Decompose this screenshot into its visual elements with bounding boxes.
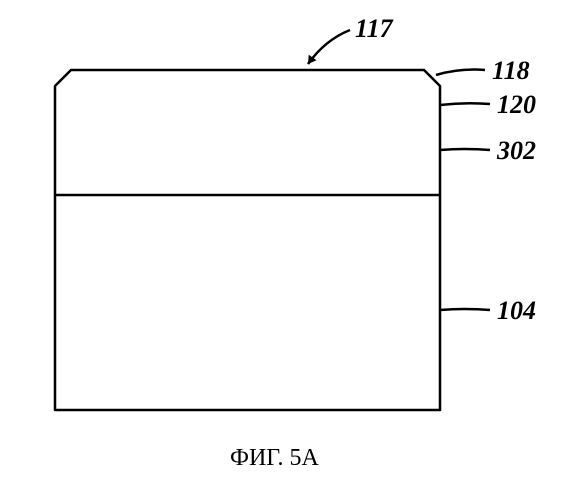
label-117: 117 — [355, 14, 393, 44]
figure-caption: ФИГ. 5A — [230, 445, 319, 472]
label-118: 118 — [492, 56, 530, 86]
label-120: 120 — [497, 90, 536, 120]
label-104: 104 — [497, 296, 536, 326]
label-302: 302 — [497, 136, 536, 166]
figure-canvas: 117 118 120 302 104 ФИГ. 5A — [0, 0, 585, 500]
